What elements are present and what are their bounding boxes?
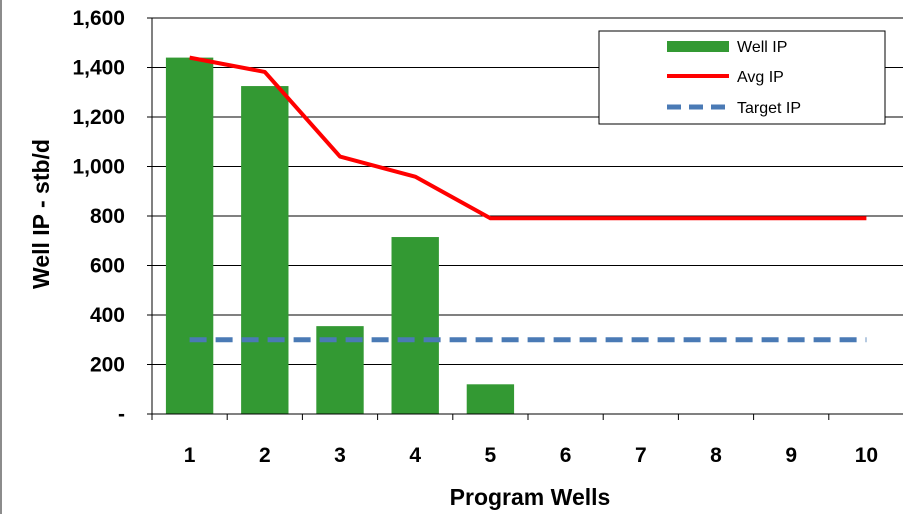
y-tick-label: 1,600 xyxy=(72,7,125,30)
x-tick-label: 1 xyxy=(184,444,196,467)
legend-swatch-well-ip xyxy=(667,41,729,52)
y-tick-label: - xyxy=(118,403,125,426)
x-axis-title: Program Wells xyxy=(450,484,611,510)
axes xyxy=(147,17,903,420)
x-tick-label: 10 xyxy=(855,444,878,467)
x-tick-label: 7 xyxy=(635,444,647,467)
y-tick-label: 1,200 xyxy=(72,106,125,129)
x-tick-label: 8 xyxy=(710,444,722,467)
legend-label-avg-ip: Avg IP xyxy=(737,69,784,86)
bars xyxy=(165,57,515,414)
x-tick-label: 4 xyxy=(409,444,421,467)
y-tick-label: 1,000 xyxy=(72,156,125,179)
x-tick-label: 3 xyxy=(334,444,346,467)
y-tick-label: 200 xyxy=(90,354,125,377)
x-tick-label: 6 xyxy=(560,444,572,467)
bar-well-ip xyxy=(165,57,214,414)
bar-well-ip xyxy=(391,237,439,414)
series-lines xyxy=(189,55,867,343)
bar-well-ip xyxy=(241,86,289,414)
line-avg-ip xyxy=(189,55,867,221)
y-axis-title: Well IP - stb/d xyxy=(28,139,54,289)
legend: Well IP Avg IP Target IP xyxy=(598,30,886,125)
legend-box xyxy=(598,30,886,125)
x-tick-label: 5 xyxy=(485,444,497,467)
bar-well-ip xyxy=(466,384,515,414)
y-tick-label: 1,400 xyxy=(72,57,125,80)
legend-label-well-ip: Well IP xyxy=(737,39,787,56)
x-tick-labels: 1 2 3 4 5 6 7 8 9 10 xyxy=(184,444,878,467)
y-tick-label: 600 xyxy=(90,255,125,278)
x-tick-label: 9 xyxy=(785,444,797,467)
y-tick-labels: - 200 400 600 800 1,000 1,200 1,400 1,600 xyxy=(72,7,125,426)
x-tick-label: 2 xyxy=(259,444,271,467)
y-tick-label: 800 xyxy=(90,205,125,228)
y-tick-label: 400 xyxy=(90,304,125,327)
legend-label-target-ip: Target IP xyxy=(737,100,801,117)
